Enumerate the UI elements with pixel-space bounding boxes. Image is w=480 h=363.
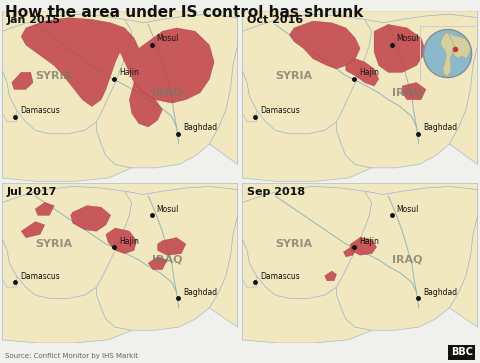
Polygon shape xyxy=(450,33,470,58)
Polygon shape xyxy=(346,59,379,86)
Polygon shape xyxy=(2,183,238,203)
Polygon shape xyxy=(21,18,214,106)
Polygon shape xyxy=(242,14,372,134)
Polygon shape xyxy=(21,222,45,238)
Polygon shape xyxy=(2,14,132,134)
Polygon shape xyxy=(289,21,360,69)
Text: SYRIA: SYRIA xyxy=(276,71,312,81)
Text: Damascus: Damascus xyxy=(260,106,300,115)
Polygon shape xyxy=(402,82,426,99)
Text: Hajin: Hajin xyxy=(119,69,139,77)
Polygon shape xyxy=(242,11,478,31)
Polygon shape xyxy=(242,70,372,182)
Text: Source: Conflict Monitor by IHS Markit: Source: Conflict Monitor by IHS Markit xyxy=(5,352,138,359)
Text: Jan 2015: Jan 2015 xyxy=(7,15,61,25)
Polygon shape xyxy=(2,239,132,343)
Polygon shape xyxy=(344,247,355,257)
Polygon shape xyxy=(106,228,136,254)
Polygon shape xyxy=(148,257,167,270)
Text: SYRIA: SYRIA xyxy=(36,71,72,81)
Polygon shape xyxy=(2,239,16,287)
Text: IRAQ: IRAQ xyxy=(392,255,422,265)
Polygon shape xyxy=(424,29,471,78)
Text: SYRIA: SYRIA xyxy=(36,239,72,249)
Text: Hajin: Hajin xyxy=(359,69,379,77)
Polygon shape xyxy=(242,183,478,203)
Polygon shape xyxy=(325,271,336,281)
Text: Baghdad: Baghdad xyxy=(423,288,457,297)
Text: Hajin: Hajin xyxy=(359,237,379,246)
Polygon shape xyxy=(2,70,16,122)
Text: Mosul: Mosul xyxy=(396,34,419,43)
Polygon shape xyxy=(441,32,455,76)
Text: How the area under IS control has shrunk: How the area under IS control has shrunk xyxy=(5,5,363,20)
Polygon shape xyxy=(209,190,238,327)
Polygon shape xyxy=(242,239,372,343)
Text: Baghdad: Baghdad xyxy=(183,123,217,132)
Text: Mosul: Mosul xyxy=(156,34,179,43)
Text: SYRIA: SYRIA xyxy=(276,239,312,249)
Polygon shape xyxy=(36,203,54,215)
Text: Damascus: Damascus xyxy=(20,106,60,115)
Polygon shape xyxy=(12,72,33,89)
Text: IRAQ: IRAQ xyxy=(152,88,182,98)
Polygon shape xyxy=(242,187,372,298)
Polygon shape xyxy=(336,14,478,168)
Text: IRAQ: IRAQ xyxy=(392,88,422,98)
Polygon shape xyxy=(449,190,478,327)
Polygon shape xyxy=(96,187,238,330)
Text: Damascus: Damascus xyxy=(20,272,60,281)
Text: Baghdad: Baghdad xyxy=(183,288,217,297)
Text: Hajin: Hajin xyxy=(119,237,139,246)
Text: Mosul: Mosul xyxy=(396,205,419,214)
Text: Mosul: Mosul xyxy=(156,205,179,214)
Polygon shape xyxy=(2,11,238,31)
Polygon shape xyxy=(336,187,478,330)
Polygon shape xyxy=(130,82,162,127)
Polygon shape xyxy=(242,70,256,122)
Polygon shape xyxy=(242,239,256,287)
Text: Damascus: Damascus xyxy=(260,272,300,281)
Polygon shape xyxy=(2,70,132,182)
Polygon shape xyxy=(96,14,238,168)
Text: Oct 2016: Oct 2016 xyxy=(247,15,303,25)
Text: Baghdad: Baghdad xyxy=(423,123,457,132)
Polygon shape xyxy=(449,18,478,164)
Text: IRAQ: IRAQ xyxy=(152,255,182,265)
Polygon shape xyxy=(350,238,376,255)
Text: Sep 2018: Sep 2018 xyxy=(247,187,305,197)
Text: BBC: BBC xyxy=(451,347,473,357)
Text: Jul 2017: Jul 2017 xyxy=(7,187,58,197)
Polygon shape xyxy=(71,206,110,231)
Polygon shape xyxy=(209,18,238,164)
Polygon shape xyxy=(157,238,186,255)
Polygon shape xyxy=(374,25,426,72)
Polygon shape xyxy=(2,187,132,298)
